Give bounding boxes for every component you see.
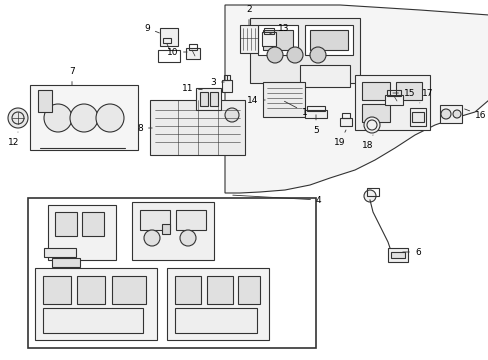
Bar [35,268,157,340]
Bar [158,50,180,62]
Bar [112,276,146,304]
Text: 19: 19 [334,130,346,147]
Bar [409,108,425,126]
Text: 17: 17 [419,89,433,103]
Circle shape [143,230,160,246]
Bar [43,308,142,333]
Text: 18: 18 [362,135,373,149]
Text: 10: 10 [166,48,187,57]
Bar [132,202,214,260]
Polygon shape [224,5,488,193]
Bar [305,25,352,55]
Bar [43,276,71,304]
Bar [354,75,429,130]
Bar [82,212,104,236]
Bar [185,48,200,59]
Bar [341,113,349,118]
Text: 11: 11 [181,84,202,93]
Circle shape [286,47,303,63]
Bar [175,308,257,333]
Circle shape [363,190,375,202]
Circle shape [452,110,460,118]
Bar [189,44,197,50]
Circle shape [224,108,239,122]
Bar [309,30,347,50]
Bar [339,118,351,126]
Bar [384,95,402,105]
Circle shape [363,117,379,133]
Text: 2: 2 [245,5,251,25]
Bar [44,248,76,257]
Bar [48,205,116,260]
Bar [240,25,258,53]
Text: 7: 7 [69,67,75,85]
Bar [209,92,218,106]
Bar [366,188,378,196]
Bar [439,105,461,123]
Bar [299,65,349,87]
Bar [390,252,404,258]
Bar [411,112,423,122]
Circle shape [8,108,28,128]
Bar [163,38,171,43]
Circle shape [70,104,98,132]
Bar [361,82,389,100]
Bar [55,212,77,236]
Text: 8: 8 [137,123,152,132]
Bar [258,25,297,55]
Bar [160,28,178,46]
Text: 15: 15 [392,89,415,98]
Bar [263,82,305,117]
Bar [249,18,359,83]
Text: 4: 4 [232,195,321,204]
Bar [38,90,52,112]
Bar [305,110,326,118]
Bar [222,80,231,92]
Bar [361,104,389,122]
Circle shape [266,47,283,63]
Bar [224,75,229,80]
Bar [395,82,421,100]
Bar [196,88,221,110]
Bar [264,28,273,34]
Bar [77,276,105,304]
Circle shape [96,104,124,132]
Bar [387,248,407,262]
Text: 5: 5 [312,115,318,135]
Circle shape [440,109,450,119]
Bar [28,198,315,348]
Bar [162,224,170,234]
Bar [238,276,260,304]
Text: 9: 9 [144,23,159,33]
Bar [206,276,232,304]
Circle shape [180,230,196,246]
Bar [150,100,244,155]
Text: 3: 3 [210,77,224,86]
Bar [200,92,207,106]
Text: 16: 16 [464,109,486,120]
Bar [306,106,325,111]
Bar [386,90,400,96]
Text: 12: 12 [8,132,20,147]
Text: 6: 6 [402,248,420,257]
Text: 14: 14 [246,95,264,104]
Bar [262,32,275,46]
Bar [263,30,292,50]
Text: 13: 13 [269,23,289,34]
Bar [167,268,268,340]
Bar [175,276,201,304]
Circle shape [44,104,72,132]
Text: 1: 1 [284,101,307,117]
Circle shape [309,47,325,63]
Bar [30,85,138,150]
Bar [176,210,205,230]
Bar [52,258,80,267]
Bar [140,210,170,230]
